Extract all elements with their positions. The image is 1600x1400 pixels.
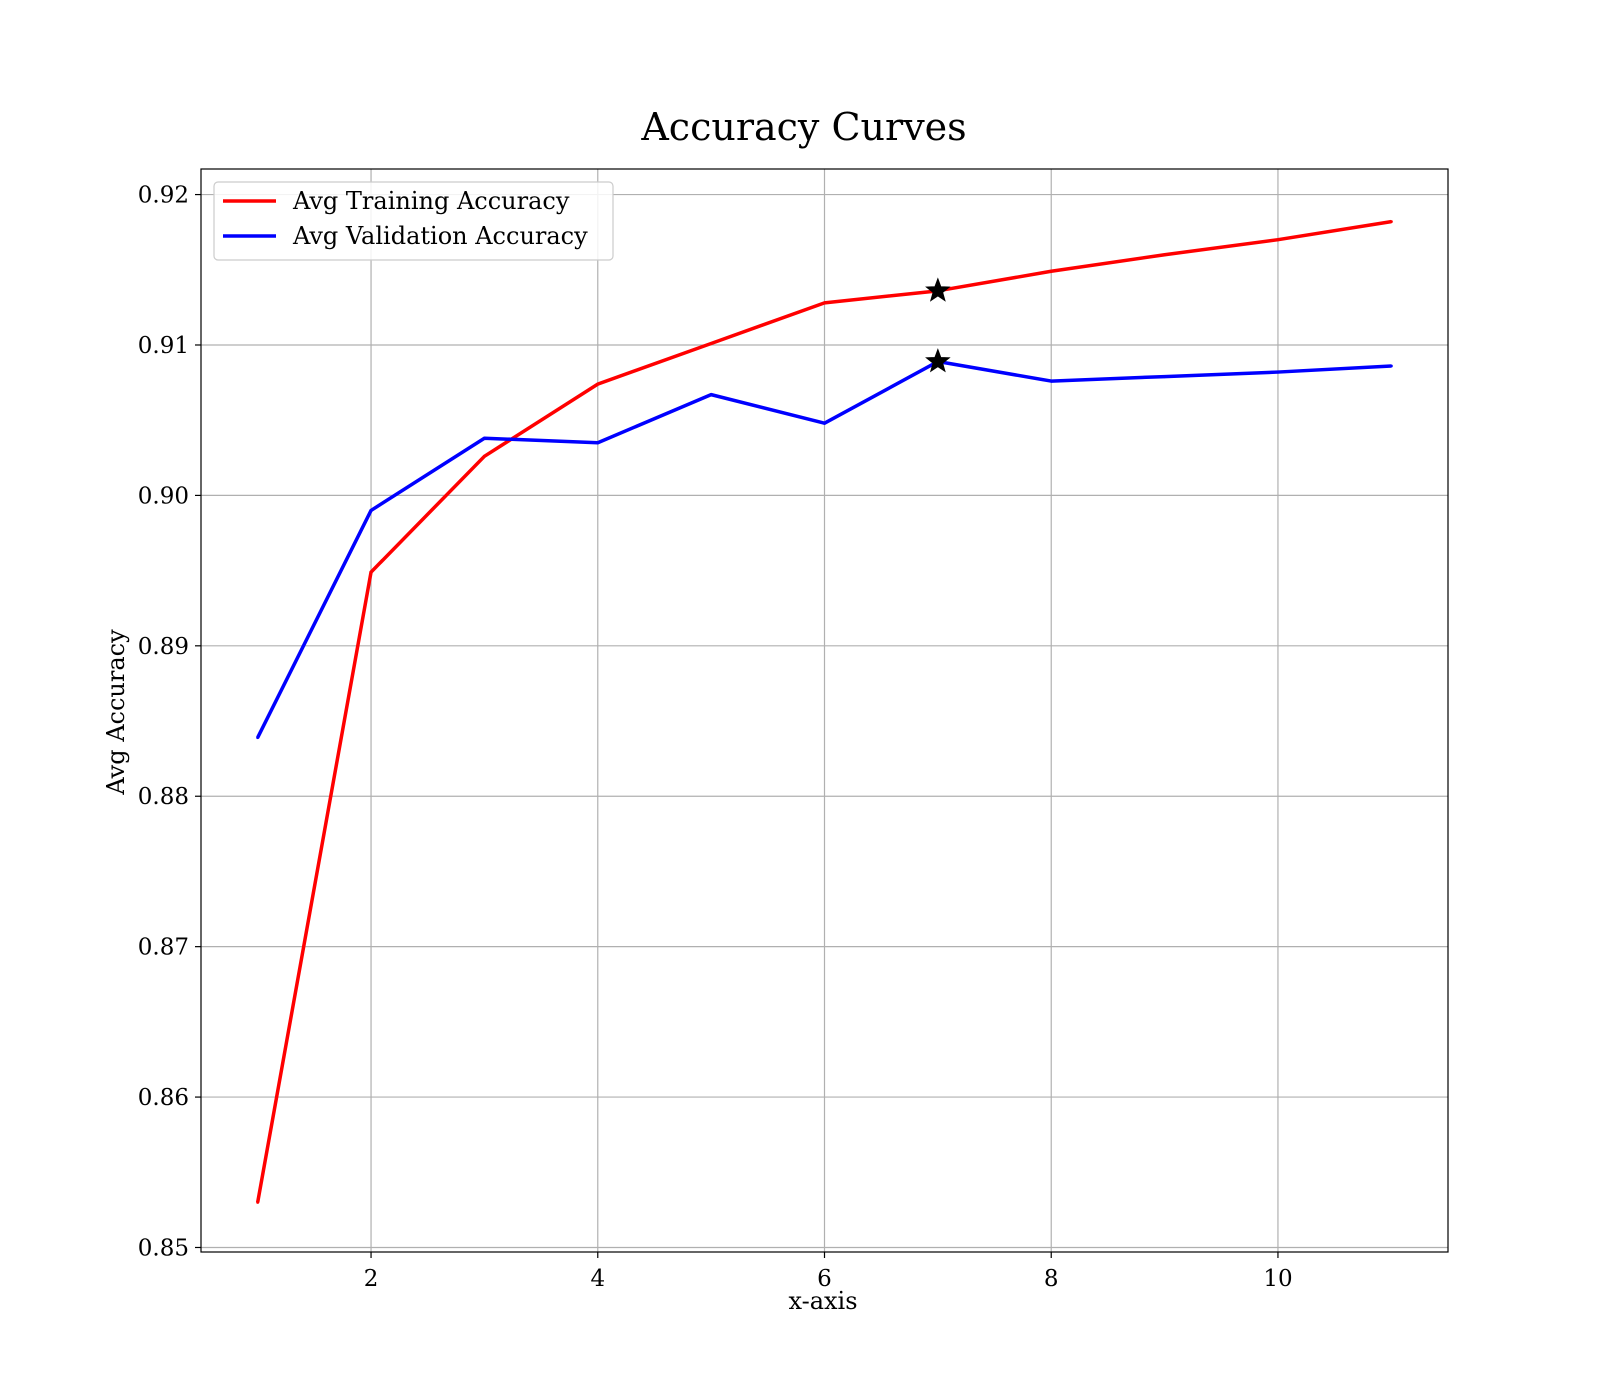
x-tick-label: 10 xyxy=(1263,1266,1292,1292)
y-tick-label: 0.88 xyxy=(138,784,189,810)
x-tick-label: 6 xyxy=(817,1266,832,1292)
y-axis-label: Avg Accuracy xyxy=(102,629,130,796)
data-point xyxy=(709,341,713,345)
legend-item: Avg Validation Accuracy xyxy=(223,222,588,250)
data-point xyxy=(1276,238,1280,242)
chart-title: Accuracy Curves xyxy=(640,105,966,149)
data-point xyxy=(369,508,373,512)
x-axis-label: x-axis xyxy=(788,1287,857,1315)
y-tick-label: 0.89 xyxy=(138,634,189,660)
y-tick-label: 0.87 xyxy=(138,935,189,961)
data-point xyxy=(596,441,600,445)
star-icon xyxy=(925,277,951,302)
data-point xyxy=(256,1200,260,1204)
marker-layer xyxy=(925,277,951,373)
x-tick-label: 2 xyxy=(364,1266,379,1292)
ticks: 2 4 6 8 10 0.85 0.86 0.87 0.88 0.89 0.90 0.91 0.92 xyxy=(138,183,1293,1292)
data-point xyxy=(709,393,713,397)
data-point xyxy=(1163,375,1167,379)
y-tick-label: 0.91 xyxy=(138,333,189,359)
legend-item: Avg Training Accuracy xyxy=(223,187,570,215)
y-tick-label: 0.85 xyxy=(138,1235,189,1261)
star-icon xyxy=(925,348,951,373)
series-layer xyxy=(255,219,1393,1204)
legend: Avg Training Accuracy Avg Validation Accu… xyxy=(213,181,614,261)
y-tick-label: 0.92 xyxy=(138,183,189,209)
y-tick-label: 0.86 xyxy=(138,1085,189,1111)
legend-label: Avg Validation Accuracy xyxy=(292,222,588,250)
data-point xyxy=(256,736,260,740)
data-point xyxy=(823,301,826,305)
data-point xyxy=(1389,364,1393,368)
data-point xyxy=(1049,269,1053,273)
data-point xyxy=(596,382,600,386)
data-point xyxy=(1389,220,1393,224)
legend-label: Avg Training Accuracy xyxy=(292,187,570,215)
data-point xyxy=(1276,370,1280,374)
data-point xyxy=(482,454,486,458)
data-point xyxy=(823,421,826,425)
data-point xyxy=(369,570,373,574)
x-tick-label: 8 xyxy=(1044,1266,1059,1292)
y-tick-label: 0.90 xyxy=(138,483,189,509)
data-point xyxy=(1163,253,1167,257)
data-point xyxy=(1049,379,1053,383)
grid xyxy=(201,169,1448,1252)
data-point xyxy=(482,436,486,440)
legend-box xyxy=(213,181,614,261)
x-tick-label: 4 xyxy=(590,1266,605,1292)
